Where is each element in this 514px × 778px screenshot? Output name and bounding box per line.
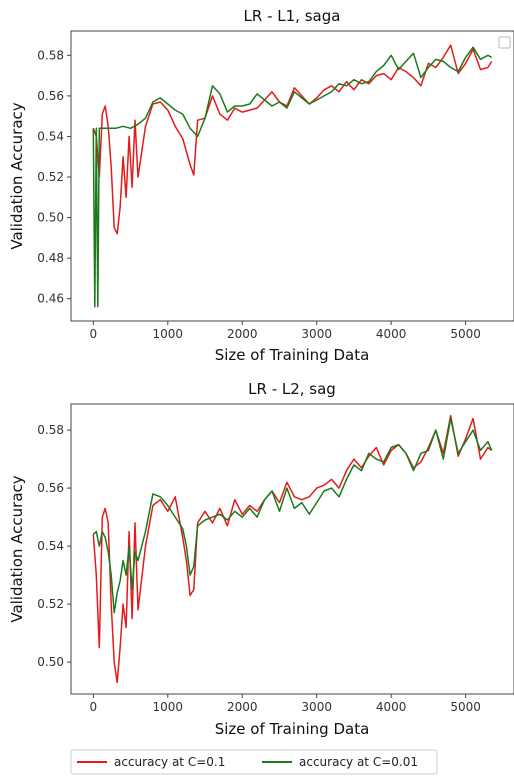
y-tick-label: 0.58	[37, 423, 64, 437]
x-tick-label: 4000	[376, 700, 407, 714]
plot-frame	[70, 30, 514, 322]
legend: accuracy at C=0.1 accuracy at C=0.01	[70, 749, 438, 775]
chart-l1-saga: LR - L1, saga 0 1000 2000 3000 4000 5000 0.46…	[8, 7, 514, 364]
legend-label-c01: accuracy at C=0.1	[114, 755, 225, 769]
x-tick-label: 3000	[301, 327, 332, 341]
y-tick-label: 0.54	[37, 129, 64, 143]
series-line-accuracy-at-c-0-1	[92, 414, 493, 684]
x-tick-label: 4000	[376, 327, 407, 341]
y-tick-label: 0.50	[37, 211, 64, 225]
y-tick-label: 0.56	[37, 89, 64, 103]
y-tick-label: 0.52	[37, 597, 64, 611]
x-axis-label: Size of Training Data	[215, 720, 370, 738]
series-line-accuracy-at-c-0-01	[92, 46, 493, 308]
x-tick-label: 0	[90, 700, 98, 714]
chart-title: LR - L1, saga	[244, 7, 341, 25]
x-tick-label: 2000	[227, 700, 258, 714]
series-line-accuracy-at-c-0-01	[92, 417, 493, 614]
legend-label-c001: accuracy at C=0.01	[299, 755, 418, 769]
series-layer	[92, 44, 493, 308]
y-tick-label: 0.48	[37, 251, 64, 265]
y-tick-label: 0.56	[37, 481, 64, 495]
y-axis-label: Validation Accuracy	[8, 475, 26, 622]
series-layer	[92, 414, 493, 684]
plot-frame	[70, 403, 514, 695]
y-tick-label: 0.52	[37, 170, 64, 184]
empty-legend-box	[498, 36, 511, 49]
x-tick-label: 5000	[450, 700, 481, 714]
x-tick-label: 0	[90, 327, 98, 341]
y-tick-label: 0.50	[37, 655, 64, 669]
x-axis-ticks: 0 1000 2000 3000 4000 5000	[90, 321, 481, 341]
x-tick-label: 5000	[450, 327, 481, 341]
x-tick-label: 1000	[153, 700, 184, 714]
y-tick-label: 0.58	[37, 48, 64, 62]
y-tick-label: 0.54	[37, 539, 64, 553]
x-axis-ticks: 0 1000 2000 3000 4000 5000	[90, 694, 481, 714]
y-axis-label: Validation Accuracy	[8, 102, 26, 249]
x-axis-label: Size of Training Data	[215, 346, 370, 364]
x-tick-label: 2000	[227, 327, 258, 341]
chart-l2-sag: LR - L2, sag 0 1000 2000 3000 4000 5000 0.500…	[8, 380, 514, 738]
series-line-accuracy-at-c-0-1	[92, 44, 493, 235]
legend-frame	[70, 749, 438, 775]
y-axis-ticks: 0.46 0.48 0.50 0.52 0.54 0.56 0.58	[37, 48, 71, 306]
y-axis-ticks: 0.50 0.52 0.54 0.56 0.58	[37, 423, 71, 669]
x-tick-label: 3000	[301, 700, 332, 714]
chart-title: LR - L2, sag	[248, 380, 336, 398]
x-tick-label: 1000	[153, 327, 184, 341]
y-tick-label: 0.46	[37, 292, 64, 306]
